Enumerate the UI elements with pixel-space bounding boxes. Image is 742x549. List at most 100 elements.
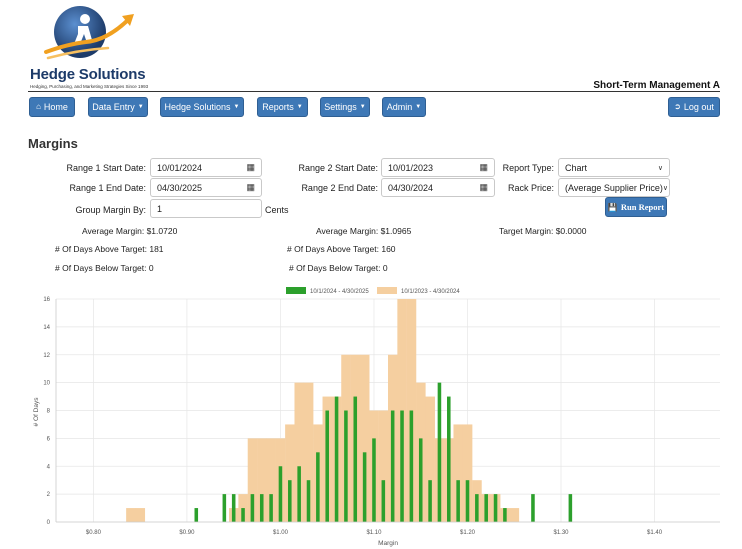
settings-menu[interactable]: Settings ▼: [320, 97, 370, 117]
calendar-icon[interactable]: ▦: [479, 162, 488, 172]
chart-axes: 0 2 4 6 8 10 12 14 16 $0.80 $0.90 $1.00 $1.10 $1.20 $1…: [43, 297, 720, 536]
range1-bar: [568, 494, 573, 522]
range1-bar: [418, 438, 423, 522]
reports-label: Reports: [262, 102, 294, 112]
calendar-icon[interactable]: ▦: [246, 162, 255, 172]
home-button[interactable]: ⌂ Home: [29, 97, 75, 117]
range1-bar: [381, 480, 386, 522]
brand-name: Hedge Solutions: [30, 66, 146, 83]
settings-label: Settings: [324, 102, 357, 112]
y-tick-label: 8: [47, 409, 51, 415]
range2-end-date-input[interactable]: 04/30/2024 ▦: [381, 178, 495, 197]
range1-bar: [194, 508, 199, 522]
rack-price-select[interactable]: (Average Supplier Price) ∨: [558, 178, 670, 197]
range1-series: [194, 382, 573, 522]
range1-bar: [390, 410, 395, 522]
legend-label: 10/1/2024 - 4/30/2025: [310, 289, 369, 295]
range1-bar: [465, 480, 470, 522]
range1-bar: [447, 396, 451, 522]
range1-bar: [250, 494, 255, 522]
range1-days-above-target: # Of Days Above Target: 181: [55, 244, 164, 254]
range1-bar: [372, 438, 376, 522]
legend-swatch: [286, 287, 306, 294]
admin-menu[interactable]: Admin ▼: [382, 97, 426, 117]
x-tick-label: $1.40: [647, 530, 663, 536]
report-type-select[interactable]: Chart ∨: [558, 158, 670, 177]
range2-bar: [266, 438, 276, 522]
range1-bar: [334, 396, 339, 522]
range2-start-value: 10/01/2023: [388, 162, 434, 173]
range1-start-date-input[interactable]: 10/01/2024 ▦: [150, 158, 262, 177]
group-margin-label: Group Margin By:: [75, 205, 146, 215]
x-tick-label: $0.90: [179, 530, 195, 536]
range1-bar: [297, 466, 301, 522]
range2-days-below-target: # Of Days Below Target: 0: [289, 263, 388, 273]
reports-menu[interactable]: Reports ▼: [257, 97, 308, 117]
legend-swatch: [377, 287, 397, 294]
brand-tagline: Hedging, Purchasing, and Marketing Strat…: [30, 84, 149, 89]
range1-bar: [493, 494, 498, 522]
data-entry-menu[interactable]: Data Entry ▼: [88, 97, 148, 117]
data-entry-label: Data Entry: [92, 102, 135, 112]
chevron-down-icon: ▼: [137, 104, 144, 110]
header-divider: [28, 91, 720, 92]
range1-bar: [288, 480, 292, 522]
home-label: Home: [43, 102, 68, 112]
chevron-down-icon: ▼: [415, 104, 422, 110]
x-tick-label: $0.80: [86, 530, 102, 536]
range2-start-date-input[interactable]: 10/01/2023 ▦: [381, 158, 495, 177]
range1-bar: [325, 410, 329, 522]
margin-histogram-chart: 0 2 4 6 8 10 12 14 16 $0.80 $0.90 $1.00 $1.10 $1.20 $1…: [33, 287, 720, 547]
range2-bar: [378, 410, 389, 522]
group-margin-unit: Cents: [265, 205, 289, 215]
range1-average-margin: Average Margin: $1.0720: [82, 226, 178, 236]
home-icon: ⌂: [36, 102, 41, 111]
group-margin-value: 1: [157, 203, 163, 214]
range1-bar: [456, 480, 460, 522]
legend-label: 10/1/2023 - 4/30/2024: [401, 289, 460, 295]
y-axis-title: # Of Days: [33, 397, 40, 427]
x-tick-label: $1.30: [554, 530, 570, 536]
range2-bar: [247, 438, 258, 522]
range1-bar: [344, 410, 348, 522]
range2-bar: [453, 424, 464, 522]
rack-price-value: (Average Supplier Price): [565, 182, 663, 193]
report-type-label: Report Type:: [502, 163, 554, 173]
chevron-down-icon: ∨: [657, 164, 663, 172]
logout-button[interactable]: ➲ Log out: [668, 97, 720, 117]
range1-bar: [222, 494, 227, 522]
y-tick-label: 6: [47, 436, 51, 442]
range1-end-label: Range 1 End Date:: [69, 183, 146, 193]
calendar-icon[interactable]: ▦: [479, 182, 488, 192]
range1-bar: [241, 508, 245, 522]
chevron-down-icon: ▼: [359, 104, 366, 110]
hedge-solutions-label: Hedge Solutions: [164, 102, 231, 112]
x-axis-title: Margin: [378, 540, 398, 547]
group-margin-input[interactable]: 1: [150, 199, 262, 218]
range1-bar: [278, 466, 283, 522]
chart-legend[interactable]: 10/1/2024 - 4/30/2025 10/1/2023 - 4/30/20…: [286, 287, 460, 295]
run-report-button[interactable]: 💾 Run Report: [605, 197, 667, 217]
save-icon: 💾: [607, 202, 618, 212]
range1-bar: [437, 382, 442, 522]
range1-end-date-input[interactable]: 04/30/2025 ▦: [150, 178, 262, 197]
target-margin: Target Margin: $0.0000: [499, 226, 587, 236]
range1-bar: [409, 410, 414, 522]
chevron-down-icon: ▼: [233, 104, 240, 110]
x-tick-label: $1.10: [366, 530, 382, 536]
range1-bar: [475, 494, 479, 522]
run-report-label: Run Report: [620, 202, 665, 212]
calendar-icon[interactable]: ▦: [246, 182, 255, 192]
logout-label: Log out: [683, 102, 714, 112]
range1-bar: [400, 410, 404, 522]
brand-logo[interactable]: Hedge Solutions Hedging, Purchasing, and…: [28, 4, 198, 90]
range1-bar: [503, 508, 507, 522]
hedge-solutions-menu[interactable]: Hedge Solutions ▼: [160, 97, 244, 117]
page-title: Margins: [28, 136, 78, 151]
range2-start-label: Range 2 Start Date:: [298, 163, 378, 173]
range2-bar: [285, 424, 295, 522]
y-tick-label: 12: [43, 353, 50, 359]
globe-figure-arrow-logo-icon: [44, 6, 134, 60]
range2-bar: [425, 396, 435, 522]
range1-bar: [353, 396, 358, 522]
